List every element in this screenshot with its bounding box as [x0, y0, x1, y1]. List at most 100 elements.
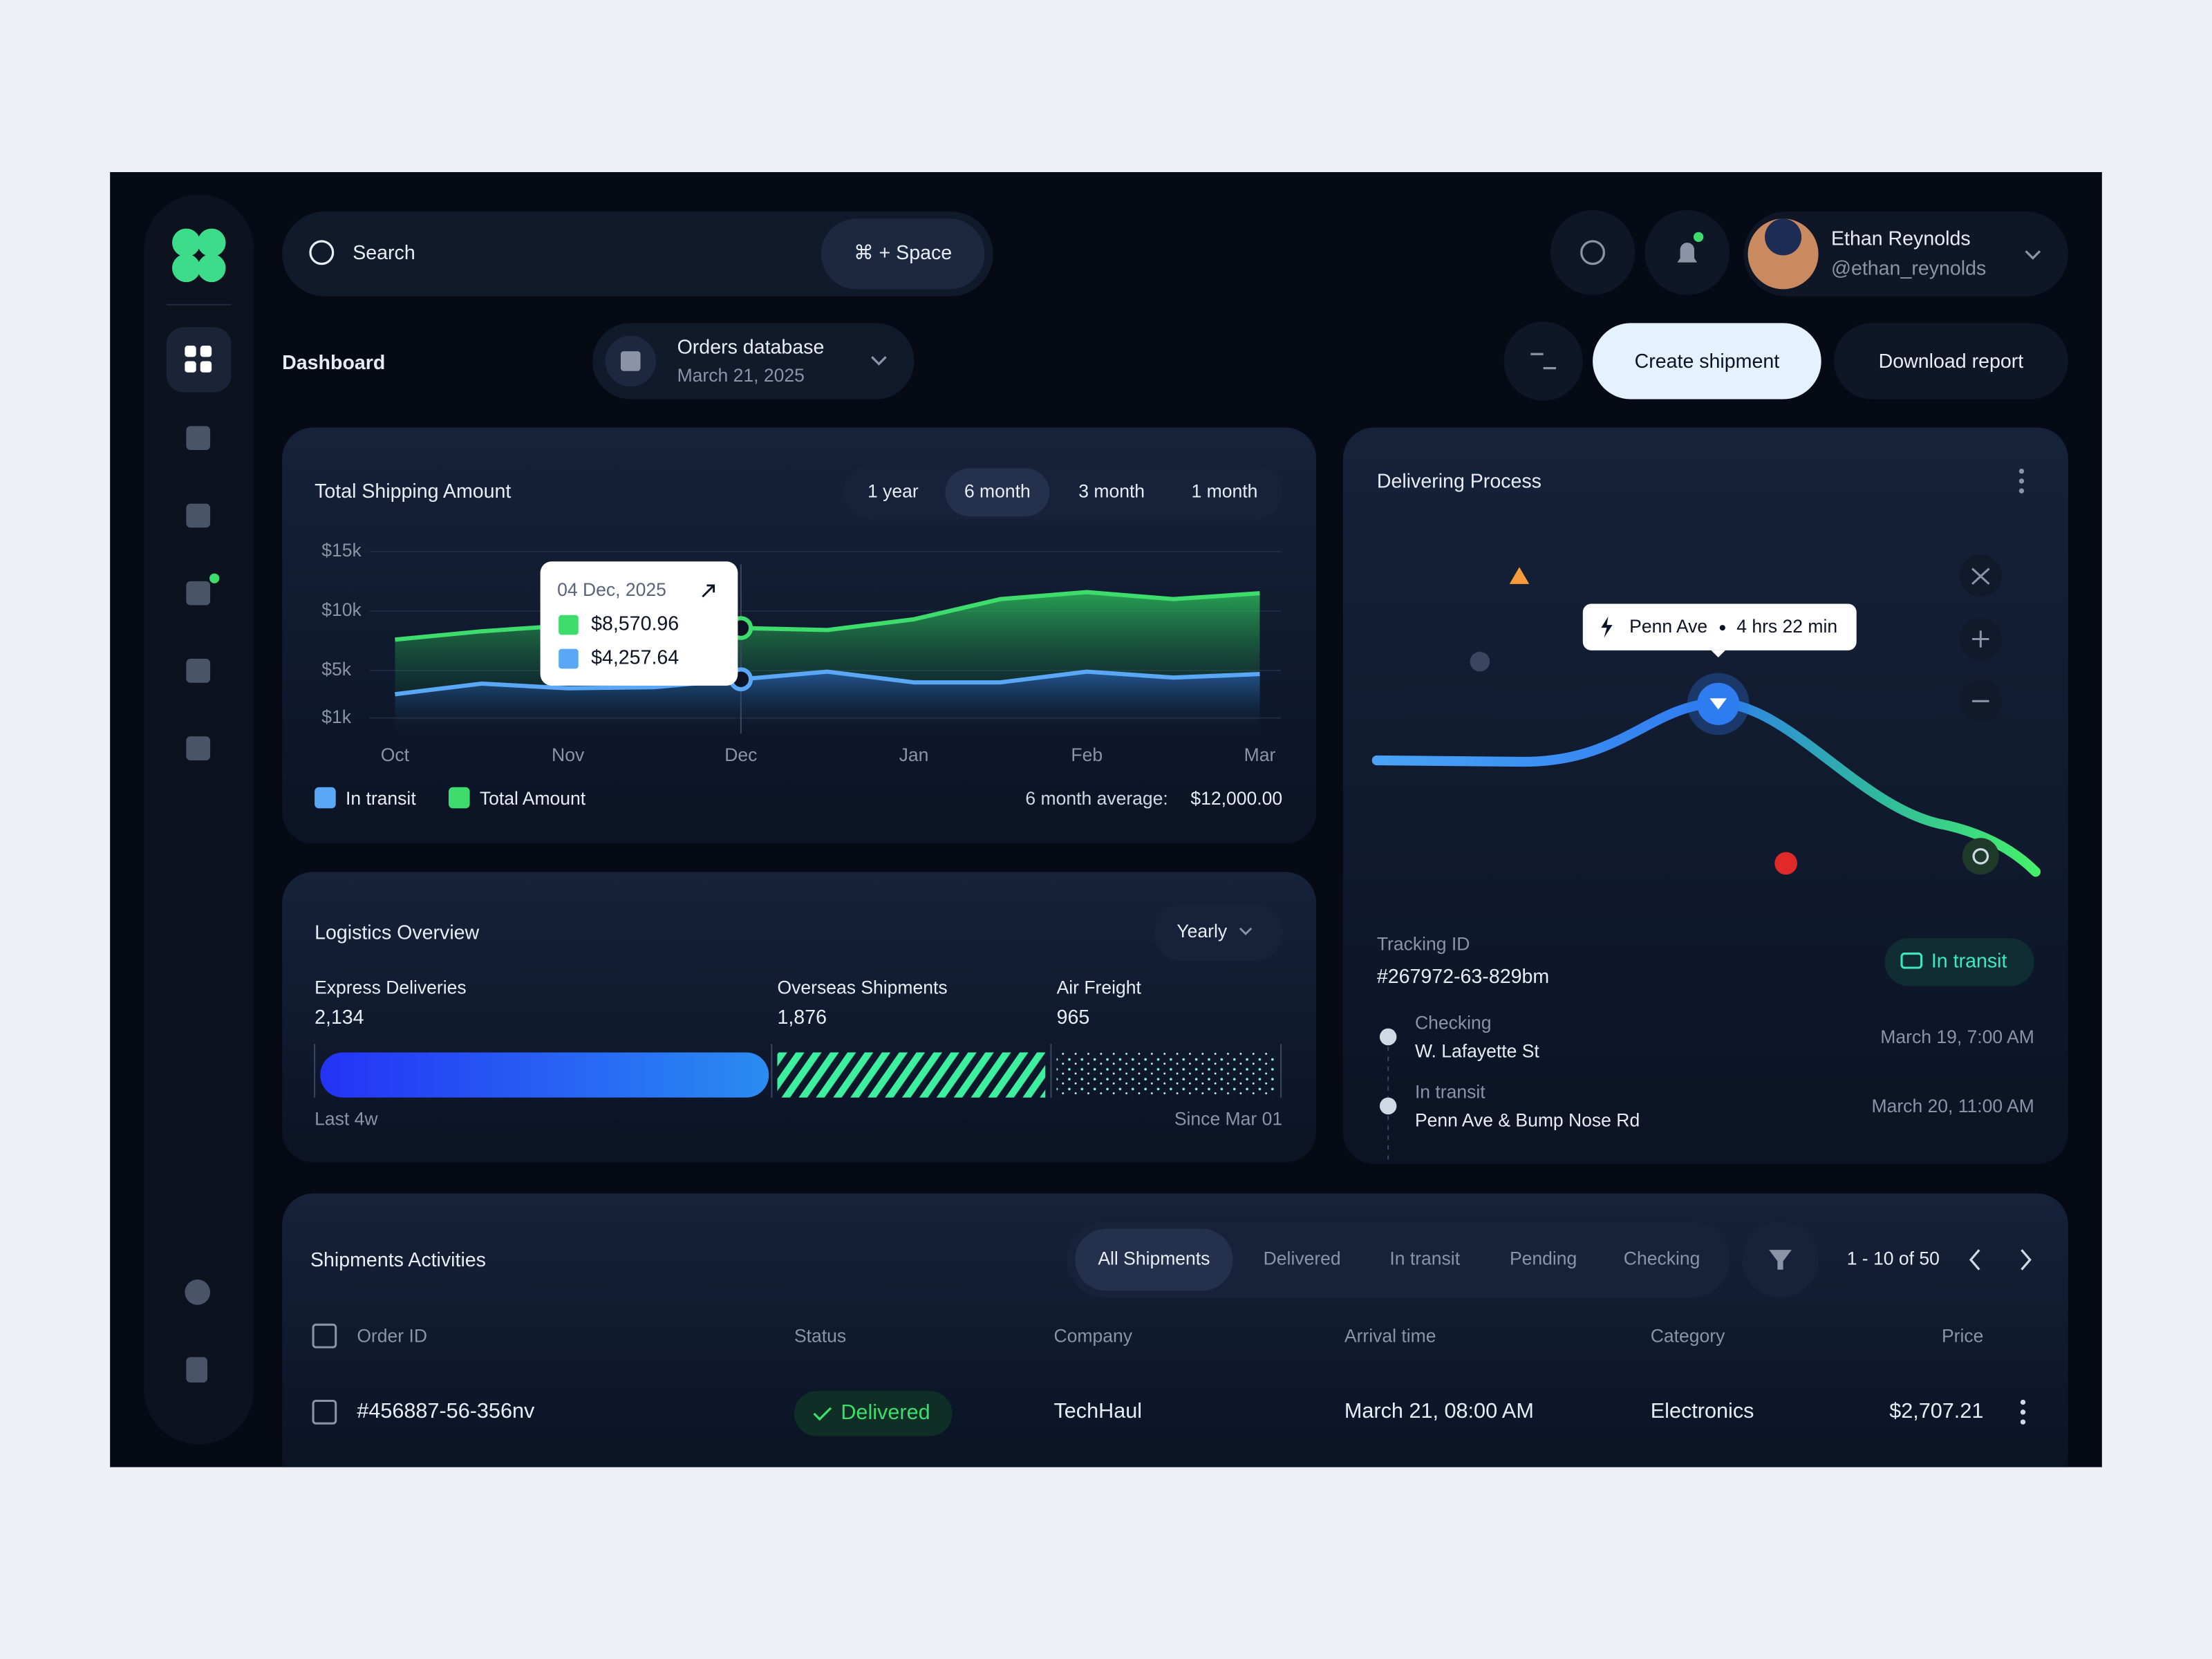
nav-settings[interactable]	[185, 1280, 211, 1305]
filter-tab[interactable]: In transit	[1389, 1248, 1460, 1268]
nav-calendar[interactable]	[186, 426, 211, 451]
download-report-label: Download report	[1879, 350, 2024, 373]
express-bar	[320, 1052, 769, 1098]
legend-swatch	[315, 787, 336, 809]
eta-separator	[1719, 625, 1725, 631]
search-placeholder: Search	[353, 242, 415, 264]
refresh-button[interactable]	[1550, 210, 1635, 295]
more-menu[interactable]	[2018, 468, 2025, 494]
tooltip-total: $8,570.96	[591, 613, 679, 635]
range-tab[interactable]: 1 year	[868, 480, 919, 501]
x-tick-label: Dec	[724, 744, 757, 765]
check-icon	[813, 1407, 832, 1421]
prev-page[interactable]	[1969, 1249, 1980, 1271]
create-shipment-button[interactable]	[1593, 323, 1821, 400]
delivery-card	[1342, 427, 2068, 1164]
tracking-label: Tracking ID	[1377, 933, 1470, 954]
column-header: Status	[794, 1326, 846, 1347]
map-control-icons	[1971, 568, 1990, 702]
period-label: Yearly	[1177, 921, 1227, 941]
shortcut-chip	[821, 218, 985, 290]
column-header: Category	[1651, 1326, 1725, 1347]
download-report-button[interactable]	[1834, 323, 2068, 400]
filter-settings-button[interactable]	[1503, 321, 1583, 401]
filter-icon	[1769, 1250, 1792, 1270]
table-layer: Order ID Status Company Arrival time Categor…	[357, 1326, 1983, 1436]
truck-icon	[1900, 953, 1923, 969]
next-page[interactable]	[2021, 1249, 2032, 1271]
shipments-title: Shipments Activities	[310, 1249, 486, 1271]
average-value: $12,000.00	[1190, 788, 1282, 809]
x-tick-label: Nov	[552, 744, 585, 765]
x-tick-label: Mar	[1244, 744, 1276, 765]
column-header: Order ID	[357, 1326, 427, 1347]
eta-tooltip	[1582, 603, 1857, 650]
logistics-value: 965	[1057, 1006, 1090, 1029]
tooltip-arrow-icon	[702, 584, 715, 598]
range-tab[interactable]: 1 month	[1192, 480, 1258, 501]
chart-layer: 1 year 6 month 3 month 1 month $15k $10k $5k $1…	[315, 480, 1282, 809]
legend-swatch	[448, 787, 470, 809]
eta-tooltip-arrow	[1711, 650, 1725, 658]
x-tick-label: Jan	[899, 744, 929, 765]
filter-tab[interactable]: Checking	[1624, 1248, 1700, 1268]
column-header: Price	[1942, 1326, 1983, 1347]
logistics-label: Air Freight	[1057, 977, 1142, 998]
tooltip-date: 04 Dec, 2025	[557, 579, 666, 600]
series-area	[395, 671, 1260, 735]
step-place: W. Lafayette St	[1415, 1040, 1539, 1061]
tooltip-swatch	[559, 615, 579, 635]
y-tick-label: $5k	[321, 659, 351, 679]
filter-tab[interactable]: Pending	[1510, 1248, 1577, 1268]
status-text: In transit	[1931, 950, 2007, 972]
nav-wallet[interactable]	[186, 659, 211, 683]
air-freight-bar	[1056, 1052, 1277, 1098]
refresh-icon	[1580, 240, 1606, 265]
search-bar[interactable]	[282, 212, 993, 297]
select-all-checkbox[interactable]	[312, 1323, 337, 1349]
calendar-icon	[620, 351, 641, 371]
nav-logout[interactable]	[186, 1357, 207, 1382]
sidebar	[144, 194, 254, 1445]
range-tab[interactable]: 3 month	[1078, 480, 1145, 501]
status-pill	[794, 1391, 953, 1436]
x-tick-label: Feb	[1071, 744, 1103, 765]
overseas-bar	[777, 1052, 1046, 1098]
avatar-cap	[1765, 218, 1802, 256]
logistics-footer: Last 4w	[315, 1108, 378, 1129]
period-selector[interactable]	[1154, 904, 1283, 961]
timeline-dot	[1379, 1028, 1397, 1046]
step-time: March 20, 11:00 AM	[1872, 1096, 2034, 1116]
y-tick-label: $15k	[321, 540, 362, 561]
filter-tab[interactable]: Delivered	[1264, 1248, 1341, 1268]
tooltip-swatch	[559, 648, 579, 669]
filter-layer: All Shipments Delivered In transit Pending C…	[1098, 1248, 1700, 1268]
vehicle-icon	[1709, 698, 1727, 710]
user-menu[interactable]	[1743, 212, 2068, 297]
y-tick-label: $1k	[321, 706, 351, 727]
cell: Electronics	[1651, 1399, 1754, 1423]
range-tab[interactable]: 6 month	[964, 480, 1031, 501]
filter-tab[interactable]: All Shipments	[1098, 1248, 1210, 1268]
row-checkbox[interactable]	[312, 1400, 337, 1425]
step-time: March 19, 7:00 AM	[1880, 1027, 2034, 1047]
database-selector[interactable]	[592, 323, 915, 400]
search-shortcut: ⌘ + Space	[854, 242, 952, 264]
filter-settings-icon	[1530, 353, 1557, 370]
legend-label: In transit	[346, 788, 416, 809]
filter-tabs	[1066, 1221, 1730, 1298]
series-line	[395, 590, 1260, 642]
nav-briefcase[interactable]	[186, 736, 211, 760]
logistics-title: Logistics Overview	[315, 922, 479, 944]
nav-stats[interactable]	[186, 503, 211, 528]
nav-mail[interactable]	[186, 581, 211, 606]
stop-pin	[1774, 852, 1797, 875]
tooltip	[540, 561, 738, 686]
destination-pin	[1962, 838, 1999, 875]
eta-location: Penn Ave	[1629, 616, 1707, 637]
nav-dashboard[interactable]	[166, 327, 232, 393]
bell-icon	[1677, 243, 1698, 263]
row-menu[interactable]	[2020, 1399, 2026, 1425]
average-label: 6 month average:	[1025, 788, 1168, 809]
